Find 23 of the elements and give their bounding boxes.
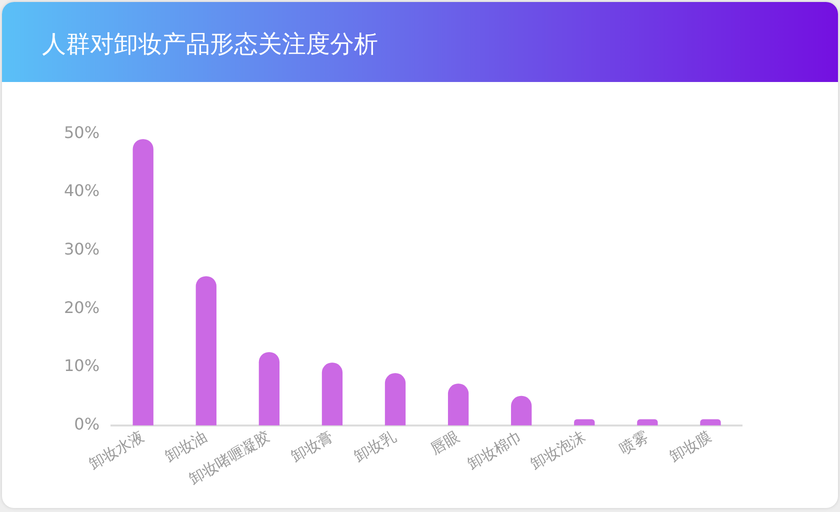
bar	[322, 362, 343, 426]
bar	[448, 384, 469, 426]
x-tick-label: 卸妆乳	[351, 427, 400, 466]
y-tick-label: 50%	[64, 122, 100, 142]
x-tick-label: 卸妆棉巾	[464, 427, 526, 474]
bar	[384, 373, 406, 426]
bar	[700, 419, 721, 426]
y-tick-label: 0%	[74, 414, 100, 434]
bar	[196, 276, 216, 426]
bar	[637, 419, 658, 426]
x-tick-label: 喷雾	[616, 427, 652, 458]
y-tick-label: 10%	[64, 356, 100, 376]
bar	[574, 419, 595, 426]
x-tick-label: 唇眼	[427, 427, 462, 458]
x-tick-label: 卸妆膏	[288, 427, 336, 466]
chart-title: 人群对卸妆产品形态关注度分析	[2, 2, 838, 82]
x-tick-label: 卸妆泡沫	[527, 427, 588, 474]
y-tick-label: 30%	[64, 239, 100, 258]
bar	[132, 139, 154, 426]
y-tick-label: 20%	[64, 298, 100, 317]
x-tick-label: 卸妆膜	[666, 427, 714, 466]
y-tick-label: 40%	[64, 181, 100, 200]
bar	[258, 352, 280, 426]
